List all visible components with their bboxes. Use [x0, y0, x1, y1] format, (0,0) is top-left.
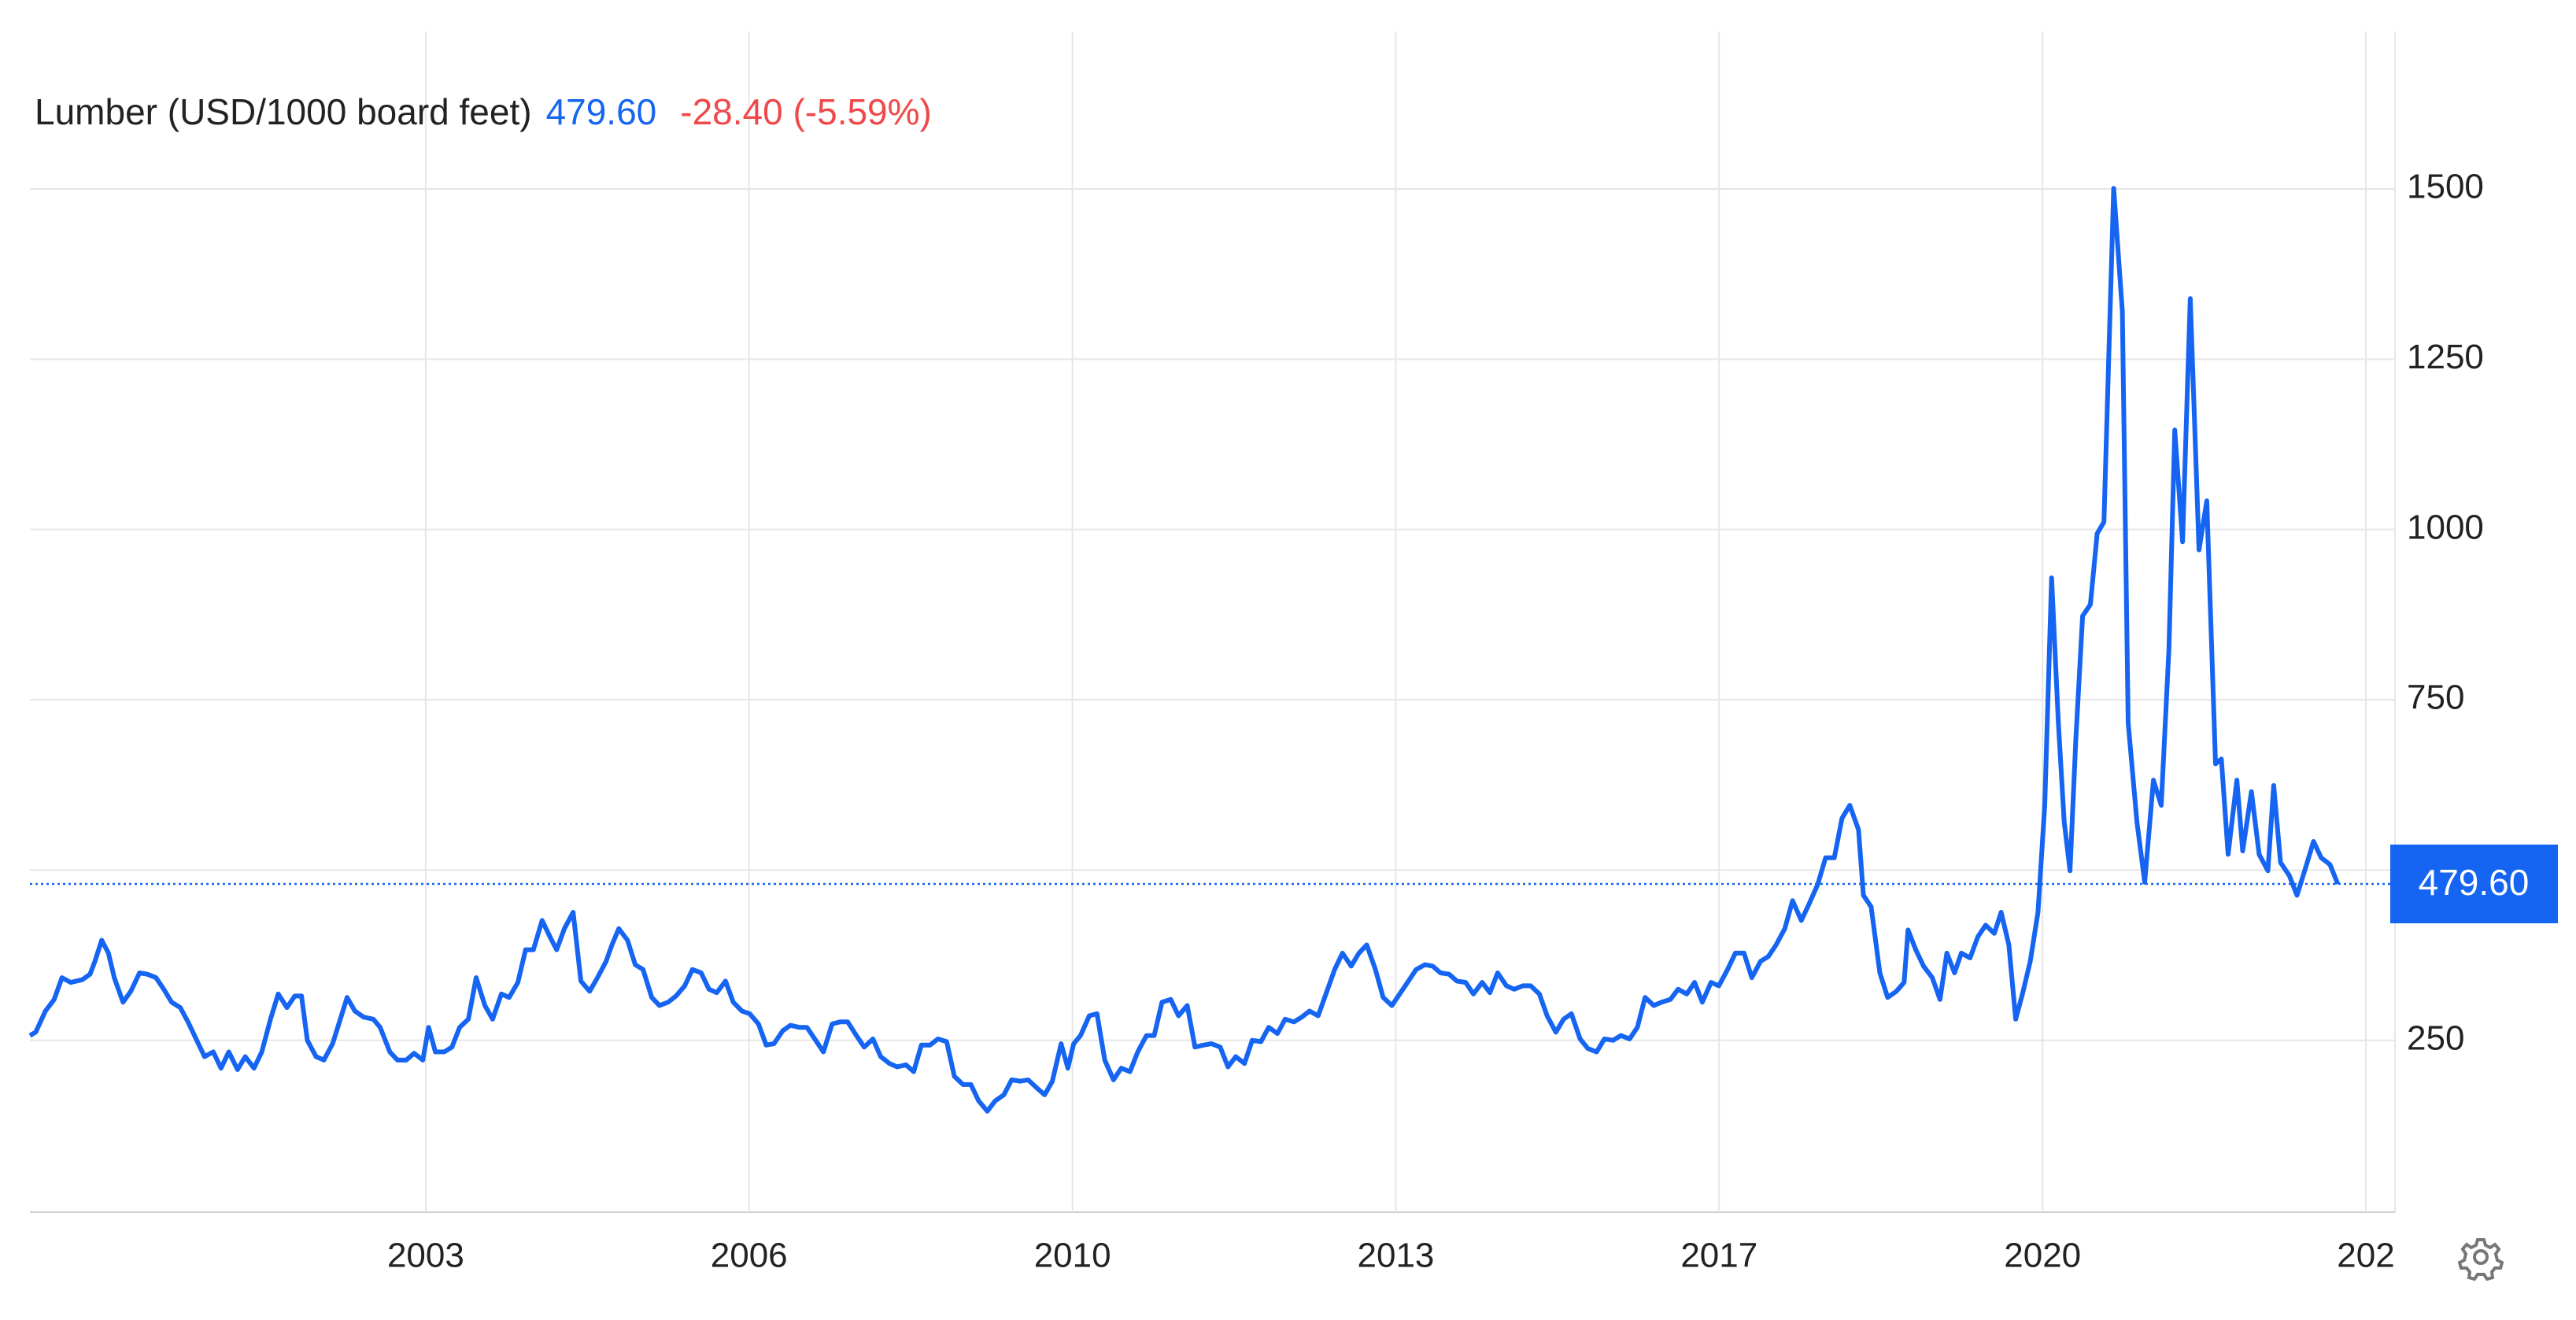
last-value-box [2390, 844, 2558, 923]
x-tick-label: 202 [2337, 1237, 2394, 1275]
price-line [28, 186, 2341, 1114]
y-tick-label: 1500 [2407, 168, 2484, 206]
y-tick-label: 1250 [2407, 338, 2484, 376]
x-tick-label: 2003 [387, 1237, 464, 1275]
y-tick-label: 1000 [2407, 508, 2484, 546]
price: 479.60 [546, 91, 657, 132]
y-tick-label: 750 [2407, 678, 2464, 717]
x-tick-label: 2020 [2004, 1237, 2081, 1275]
x-tick-label: 2013 [1358, 1237, 1435, 1275]
x-tick-label: 2006 [711, 1237, 788, 1275]
x-tick-label: 2010 [1034, 1237, 1111, 1275]
labels: 2505007501000125015002003200620102013201… [387, 168, 2558, 1275]
settings-icon[interactable] [2457, 1238, 2504, 1281]
series-name: Lumber (USD/1000 board feet) [35, 91, 532, 132]
header: Lumber (USD/1000 board feet) 479.60 -28.40… [35, 91, 932, 132]
y-tick-label: 250 [2407, 1019, 2464, 1057]
last-value-label: 479.60 [2419, 862, 2530, 903]
x-tick-label: 2017 [1680, 1237, 1757, 1275]
marks [28, 186, 2395, 1114]
change: -28.40 (-5.59%) [680, 91, 932, 132]
